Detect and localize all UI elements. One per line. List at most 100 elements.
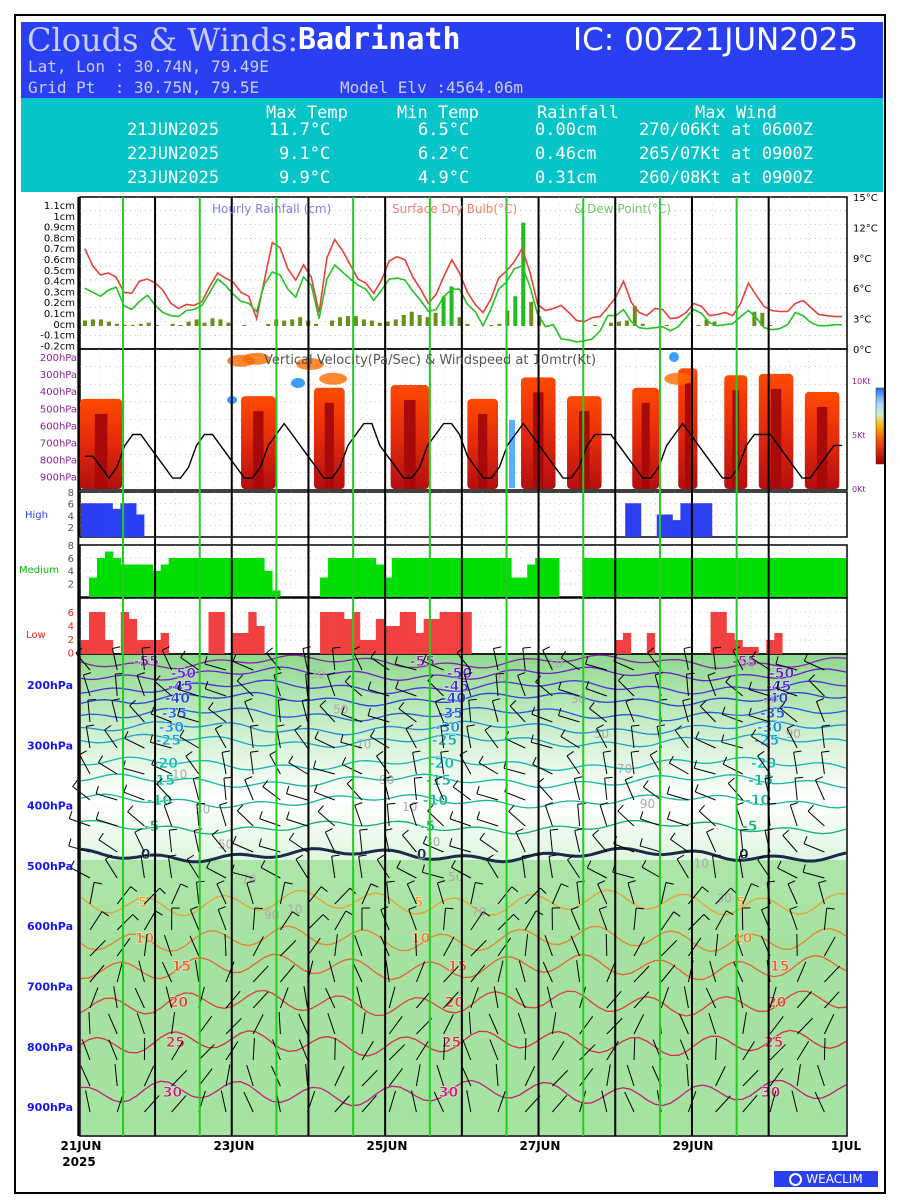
low-cloud-bar [391,626,401,654]
rain-bar [266,323,271,326]
wind-barb-feather [585,656,589,665]
medium-cloud-bar [208,558,217,597]
wind-barb-feather [86,724,95,727]
rain-bar [489,324,494,326]
wind-barb-feather [288,755,294,763]
wind-barb-feather [751,651,757,659]
medium-cloud-bar [168,558,177,597]
wind-barb-feather [93,881,102,885]
wind-barb [560,657,580,671]
wind-barb [154,681,172,697]
medium-cloud-bar [630,558,640,597]
medium-cloud-bar [399,558,409,597]
low-cloud-bar [320,612,329,654]
rain-bar [210,318,215,326]
row-date: 21JUN2025 [127,120,220,140]
isotherm-label: -35 [438,706,463,722]
medium-cloud-bar [176,558,185,597]
wind-barb-feather [409,802,418,806]
rain-axis-label: 0.3cm [44,287,75,298]
wind-barb-feather [206,860,211,868]
wind-barb [617,810,635,827]
wind-barb-feather [196,802,205,805]
wind-barb [639,845,662,853]
isotherm-label: 15 [172,959,191,975]
wind-barb [769,1044,786,1061]
axis-labels: 1.1cm1cm0.9cm0.8cm0.7cm0.6cm0.5cm0.4cm0.… [27,193,878,1114]
wind-barb [524,910,537,931]
wind-barb [177,688,199,697]
medium-cloud-bar [200,558,209,597]
wind-barb [138,960,145,983]
wind-barb [722,713,743,723]
wind-barb-feather [625,698,634,703]
wind-barb-feather [707,672,716,676]
wind-barb-feather [703,914,710,921]
wind-barb [388,1068,403,1087]
wind-barb-feather [617,804,624,812]
wind-barb-feather [414,776,423,779]
medium-cloud-bar [822,558,831,597]
high-cloud-bar [112,508,121,537]
wind-barb [352,961,363,983]
wind-barb [244,701,254,723]
wind-barb [669,762,689,775]
wind-barb [334,1065,345,1087]
wind-barb-feather [673,911,681,917]
wind-barb-feather [686,672,695,675]
wind-barb [298,1013,309,1035]
wind-barb [613,843,635,853]
medium-cloud-bar [343,558,353,597]
wind-barb [769,986,777,1009]
wind-barb [150,741,172,749]
low-axis-label: 0 [68,649,74,660]
rh-label: 70 [617,762,632,776]
temp-axis-label: 6°C [853,284,871,295]
temp-axis-label: 0°C [853,345,871,356]
low-cloud-bar [726,633,735,654]
wind-barb [136,1013,145,1035]
row-max-wind: 265/07Kt at 0900Z [639,144,813,164]
wind-barb-feather [674,725,682,731]
temp-axis-label: 3°C [853,315,871,326]
wind-barb [683,648,689,671]
low-cloud-bar [96,612,106,654]
wind-barb [476,818,499,827]
isotherm-label: -5 [144,819,160,835]
wind-barb [508,811,526,827]
low-cloud-bar [423,619,432,654]
medium-cloud-bar [774,558,783,597]
wind-barb [449,818,471,827]
wind-barb [405,728,417,749]
medium-cloud-bar [415,558,424,597]
wind-barb [531,741,553,749]
rain-bar [186,321,191,326]
wind-barb [168,830,173,853]
wind-barb [640,818,662,827]
wind-barb [305,1064,309,1087]
wind-barb [356,986,363,1009]
wind-barbs [68,646,840,1113]
wind-barb [143,910,156,931]
wind-barb [524,1065,536,1087]
wind-barb [613,660,635,671]
wind-barb [231,871,254,879]
wind-barb-feather [345,910,353,916]
low-cloud-bar [328,612,337,654]
wind-barb [466,1090,472,1113]
wind-barb-feather [302,646,311,649]
wind-barb-feather [322,914,330,921]
vv-pressure-label: 600hPa [40,421,77,432]
wind-barb-feather [105,854,113,860]
wind-barb [544,935,553,957]
wind-barb-feather [185,751,193,757]
rain-bar [353,316,358,326]
wind-barb [237,810,254,827]
wind-barb-feather [222,750,231,753]
medium-cloud-bar [806,558,815,597]
wind-barb [136,675,145,697]
wind-barb-feather [589,701,595,709]
wind-barb-feather [369,729,375,737]
wind-barb-feather [548,854,557,857]
wind-barb [478,762,499,775]
